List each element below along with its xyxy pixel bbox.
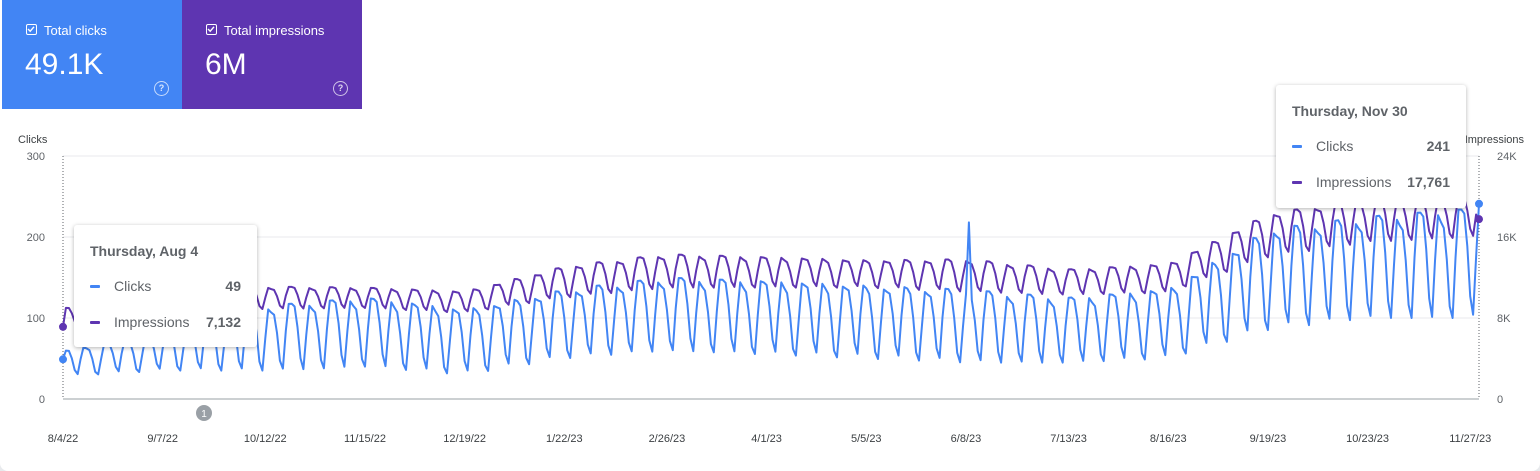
tooltip-label: Clicks: [1316, 138, 1354, 154]
x-tick-label: 11/27/23: [1449, 433, 1491, 445]
total-clicks-label: Total clicks: [44, 23, 107, 38]
total-impressions-label: Total impressions: [224, 23, 325, 38]
tooltip-value: 49: [225, 278, 241, 294]
clicks-line: [62, 203, 1480, 376]
impressions-line: [62, 195, 1480, 327]
x-tick-label: 9/7/22: [147, 433, 178, 445]
impressions-swatch: [90, 321, 100, 324]
left-tick-label: 100: [27, 313, 45, 325]
tooltip-label: Impressions: [114, 314, 190, 330]
impressions-swatch: [1292, 181, 1302, 184]
right-tick-label: 16K: [1497, 232, 1517, 244]
clicks-swatch: [90, 285, 100, 288]
annotation-label: 1: [201, 409, 207, 420]
x-tick-label: 6/8/23: [951, 433, 982, 445]
right-tick-label: 0: [1497, 394, 1503, 406]
total-clicks-card[interactable]: Total clicks 49.1K ?: [2, 0, 183, 109]
impressions-start-point: [59, 322, 67, 331]
x-tick-label: 8/16/23: [1150, 433, 1187, 445]
left-tick-label: 300: [27, 151, 45, 163]
right-tick-label: 8K: [1497, 313, 1511, 325]
clicks-swatch: [1292, 145, 1302, 148]
tooltip-date: Thursday, Aug 4: [90, 243, 199, 259]
x-tick-label: 10/12/22: [244, 433, 287, 445]
checkbox-icon[interactable]: [26, 24, 37, 35]
tooltip-date: Thursday, Nov 30: [1292, 103, 1408, 119]
impressions-end-point: [1475, 215, 1483, 224]
left-axis-title: Clicks: [18, 134, 48, 146]
total-impressions-card[interactable]: Total impressions 6M ?: [182, 0, 362, 109]
x-tick-label: 1/22/23: [546, 433, 583, 445]
checkbox-icon[interactable]: [206, 24, 217, 35]
clicks-start-point: [59, 355, 67, 364]
x-tick-label: 11/15/22: [344, 433, 386, 445]
tooltip-label: Clicks: [114, 278, 152, 294]
tooltip-row-clicks: Clicks 49: [90, 278, 241, 296]
left-tick-label: 200: [27, 232, 45, 244]
x-tick-label: 10/23/23: [1346, 433, 1389, 445]
tooltip-value: 241: [1426, 138, 1450, 154]
x-tick-label: 7/13/23: [1050, 433, 1087, 445]
right-axis-title: Impressions: [1465, 134, 1525, 146]
x-tick-label: 5/5/23: [851, 433, 882, 445]
tooltip-value: 17,761: [1407, 174, 1450, 190]
help-icon[interactable]: ?: [333, 81, 348, 96]
tooltip-value: 7,132: [205, 314, 241, 330]
tooltip-label: Impressions: [1316, 174, 1392, 190]
left-tick-label: 0: [39, 394, 45, 406]
x-tick-label: 12/19/22: [443, 433, 486, 445]
x-tick-label: 9/19/23: [1250, 433, 1287, 445]
tooltip-end: Thursday, Nov 30 Clicks 241 Impressions …: [1276, 85, 1466, 208]
total-clicks-value: 49.1K: [25, 48, 104, 81]
tooltip-row-impressions: Impressions 17,761: [1292, 174, 1450, 192]
x-tick-label: 8/4/22: [48, 433, 79, 445]
tooltip-row-impressions: Impressions 7,132: [90, 314, 241, 332]
annotation-marker: [196, 405, 212, 421]
right-tick-label: 24K: [1497, 151, 1517, 163]
total-impressions-value: 6M: [205, 48, 247, 81]
x-tick-label: 4/1/23: [751, 433, 782, 445]
tooltip-start: Thursday, Aug 4 Clicks 49 Impressions 7,…: [74, 225, 257, 347]
clicks-end-point: [1475, 199, 1483, 208]
tooltip-row-clicks: Clicks 241: [1292, 138, 1450, 156]
x-tick-label: 2/26/23: [649, 433, 686, 445]
help-icon[interactable]: ?: [154, 81, 169, 96]
